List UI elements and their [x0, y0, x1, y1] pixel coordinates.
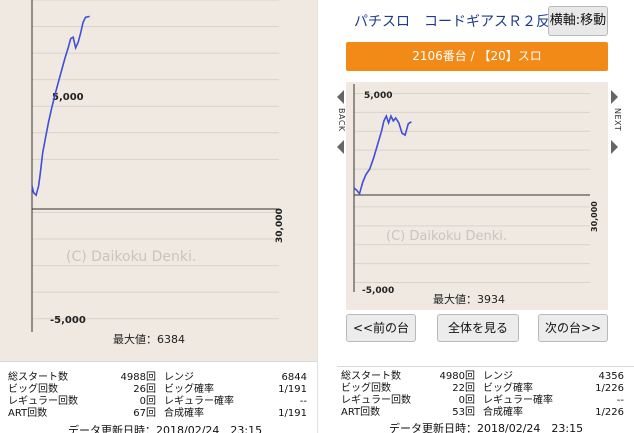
left-stat-label: ビッグ回数 — [8, 384, 58, 395]
left-stat-label: 合成確率 — [164, 408, 204, 419]
right-y-tick-bottom: -5,000 — [362, 286, 394, 296]
left-stat-value: 67回 — [133, 408, 156, 419]
left-stat-value: 26回 — [133, 384, 156, 395]
left-stat-label: レンジ — [164, 372, 194, 383]
left-stat-label: レギュラー確率 — [164, 396, 234, 407]
left-stats: 総スタート数 4988回 レンジ 6844 ビッグ回数 26回 ビッグ確率 1/… — [0, 361, 317, 433]
left-stat-label: 総スタート数 — [8, 372, 68, 383]
right-update-time: データ更新日時：2018/02/24 23:15 — [389, 422, 584, 433]
left-stat-value: -- — [299, 396, 307, 407]
next-label[interactable]: NEXT — [613, 108, 622, 132]
left-stat-value: 6844 — [281, 372, 307, 383]
machine-info-bar: 2106番台 / 【20】スロ — [346, 42, 608, 71]
left-grid — [32, 0, 279, 320]
right-y-tick-top: 5,000 — [364, 91, 392, 101]
prev-machine-button[interactable]: <<前の台 — [346, 314, 416, 342]
right-stat-value: 53回 — [452, 407, 475, 418]
next-machine-button[interactable]: 次の台>> — [538, 314, 608, 342]
right-stat-value: 4980回 — [439, 371, 475, 382]
right-stat-label: 合成確率 — [483, 407, 523, 418]
left-max-label: 最大値：6384 — [113, 332, 185, 346]
left-watermark: (C) Daikoku Denki. — [66, 249, 196, 265]
back-label[interactable]: BACK — [337, 108, 346, 132]
right-stats: 総スタート数 4980回 レンジ 4356 ビッグ回数 22回 ビッグ確率 1/… — [337, 366, 634, 433]
right-max-label: 最大値：3934 — [433, 292, 505, 306]
left-stat-value: 4988回 — [120, 372, 156, 383]
left-y-tick-top: 5,000 — [52, 92, 84, 103]
right-stat-value: -- — [616, 395, 624, 406]
right-stat-value: 0回 — [458, 395, 475, 406]
back-arrow-down-icon[interactable] — [337, 140, 344, 154]
left-x-tick: 30,000 — [275, 208, 285, 243]
right-grid — [354, 92, 590, 284]
panel-divider — [317, 0, 327, 433]
right-stat-label: レギュラー確率 — [483, 395, 553, 406]
right-stat-label: ART回数 — [341, 407, 381, 418]
view-all-button[interactable]: 全体を見る — [437, 314, 519, 342]
right-x-tick: 30,000 — [590, 201, 599, 232]
left-stat-value: 1/191 — [278, 384, 307, 395]
right-graph: 5,000 -5,000 30,000 (C) Daikoku Denki. 最… — [353, 84, 599, 306]
left-stat-value: 0回 — [139, 396, 156, 407]
right-data-line — [353, 114, 412, 196]
right-stat-label: レギュラー回数 — [341, 395, 411, 406]
right-stat-value: 4356 — [598, 371, 624, 382]
left-update-time: データ更新日時：2018/02/24 23:15 — [68, 424, 263, 433]
page-title: パチスロ コードギアスＲ２反… — [354, 14, 564, 30]
right-stat-label: レンジ — [483, 371, 513, 382]
right-stat-label: ビッグ確率 — [483, 383, 533, 394]
back-arrow-up-icon[interactable] — [337, 90, 344, 104]
left-stat-label: ART回数 — [8, 408, 48, 419]
next-arrow-up-icon[interactable] — [611, 90, 618, 104]
left-graph: 5,000 -5,000 30,000 (C) Daikoku Denki. 最… — [31, 0, 285, 346]
right-stat-value: 1/226 — [595, 383, 624, 394]
next-arrow-down-icon[interactable] — [611, 140, 618, 154]
right-stat-value: 1/226 — [595, 407, 624, 418]
right-stat-label: ビッグ回数 — [341, 383, 391, 394]
right-watermark: (C) Daikoku Denki. — [386, 229, 507, 244]
left-stat-label: レギュラー回数 — [8, 396, 78, 407]
right-graph-area: 5,000 -5,000 30,000 (C) Daikoku Denki. 最… — [346, 82, 608, 310]
left-y-tick-bottom: -5,000 — [50, 315, 86, 326]
right-stat-label: 総スタート数 — [341, 371, 401, 382]
left-graph-area: 5,000 -5,000 30,000 (C) Daikoku Denki. 最… — [0, 0, 317, 361]
left-data-line — [31, 15, 90, 197]
axis-toggle-button[interactable]: 横軸:移動 — [548, 6, 608, 36]
left-stat-label: ビッグ確率 — [164, 384, 214, 395]
left-stat-value: 1/191 — [278, 408, 307, 419]
right-stat-value: 22回 — [452, 383, 475, 394]
